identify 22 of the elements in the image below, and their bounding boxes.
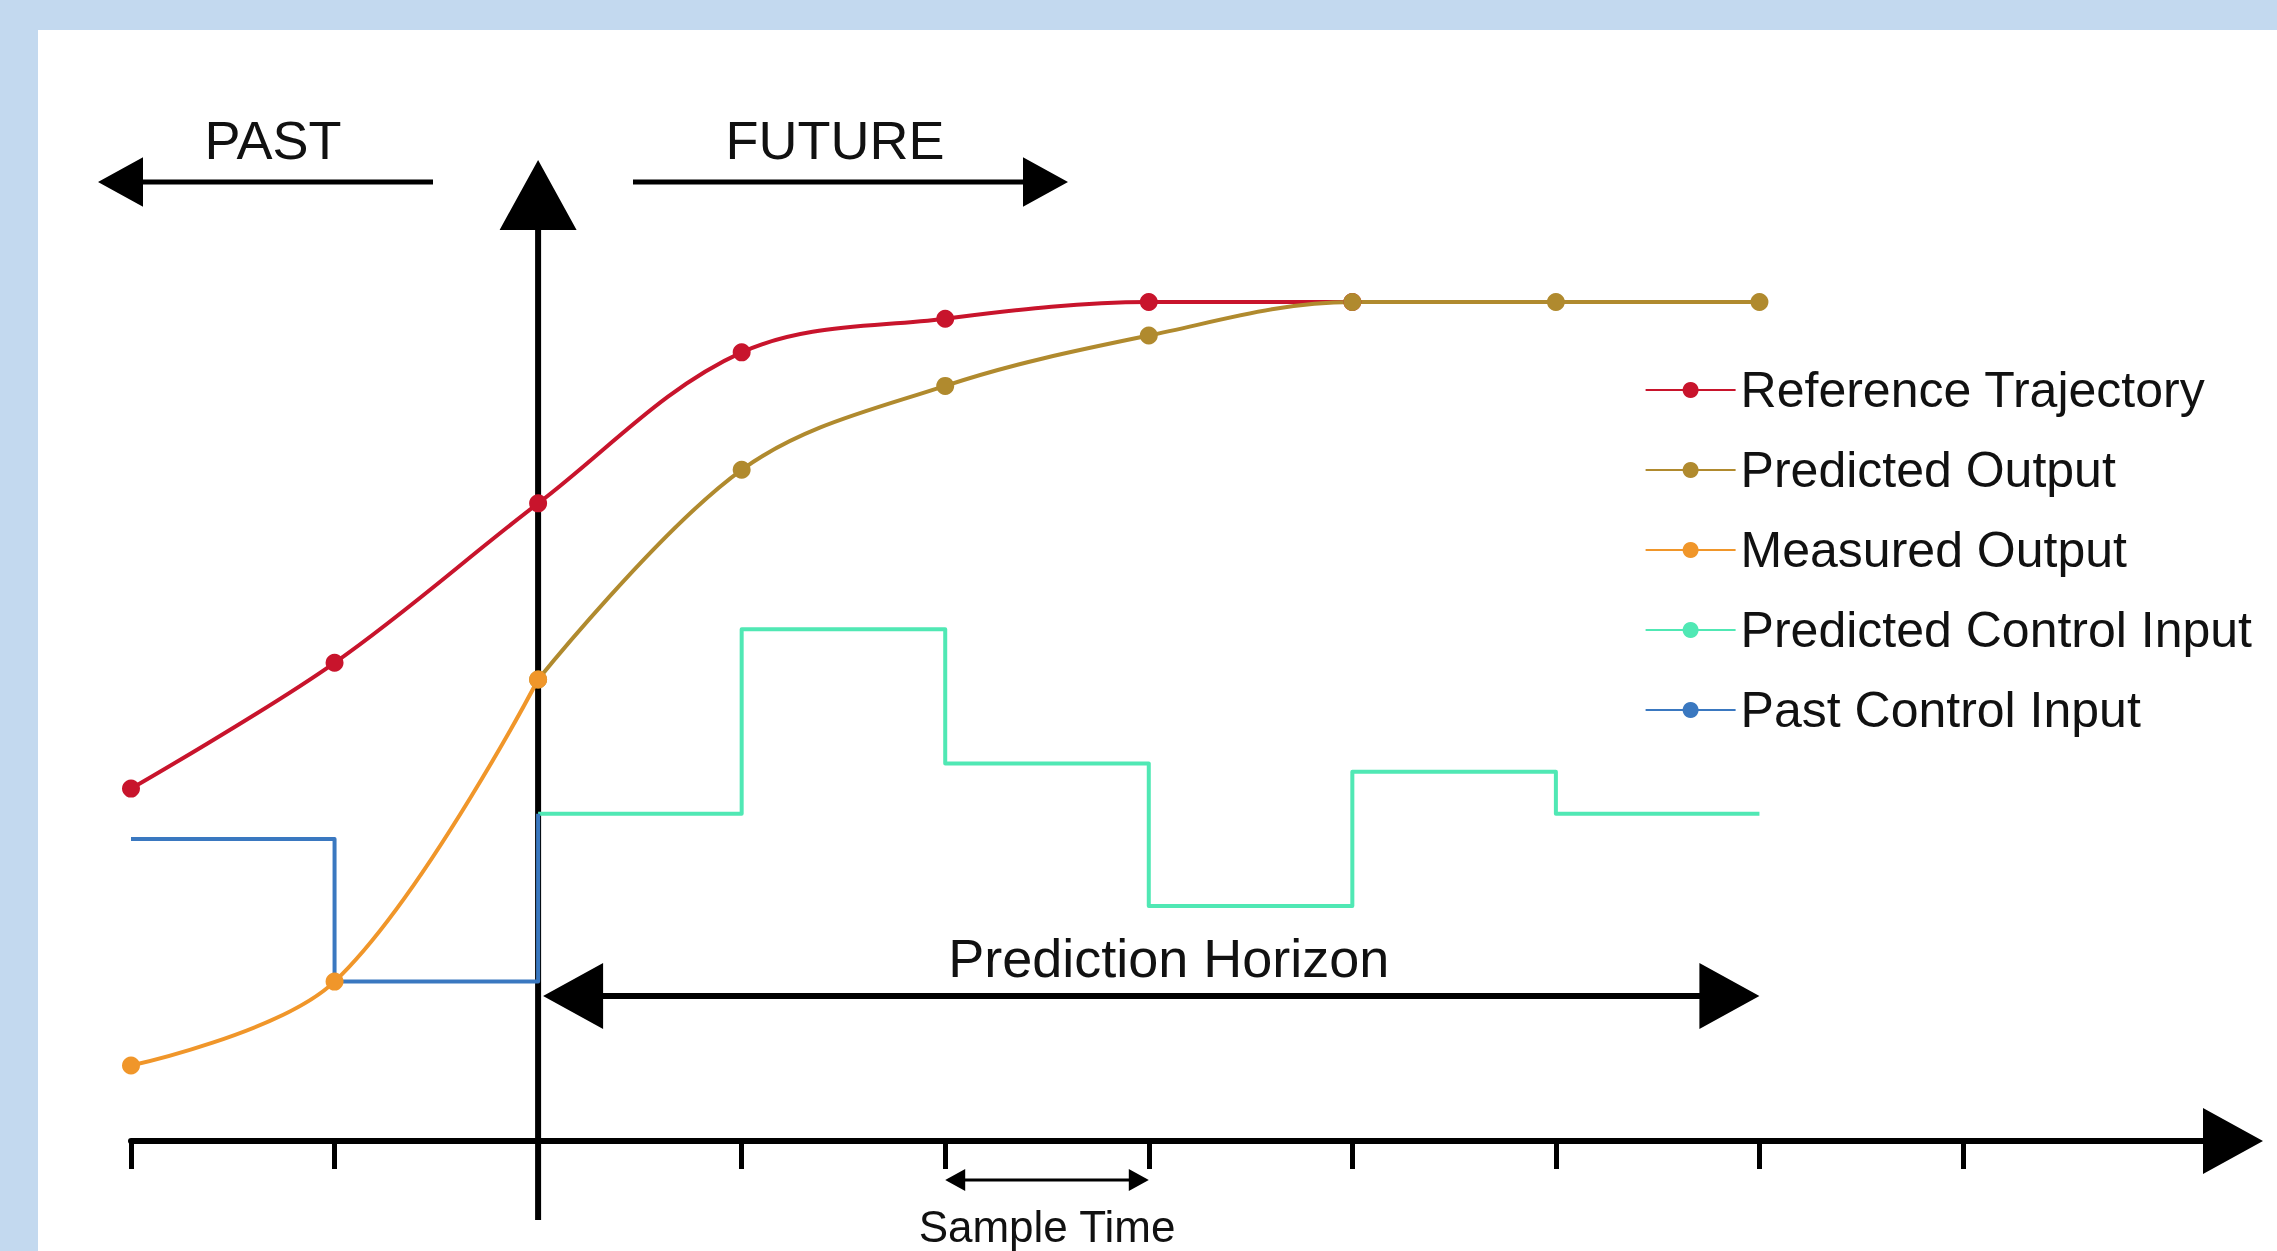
point — [936, 376, 955, 395]
point — [529, 494, 548, 513]
point — [732, 343, 751, 362]
text: FUTURE — [725, 110, 945, 170]
point — [1750, 293, 1769, 311]
point — [122, 779, 140, 798]
legend-label: Measured Output — [1740, 522, 2128, 578]
text: PAST — [204, 110, 342, 170]
point — [936, 309, 955, 328]
point — [1546, 293, 1565, 311]
legend-label: Predicted Output — [1740, 442, 2116, 498]
point — [122, 1056, 140, 1075]
legend-label: Predicted Control Input — [1740, 602, 2253, 658]
annotation: Prediction Horizon — [948, 928, 1390, 988]
point — [1139, 326, 1158, 345]
text: Sample Time — [918, 1201, 1176, 1251]
point — [325, 972, 344, 991]
point — [732, 460, 751, 479]
legend-label: Past Control Input — [1740, 682, 2141, 738]
point — [1139, 293, 1158, 311]
point — [325, 653, 344, 672]
legend-label: Reference Trajectory — [1740, 362, 2205, 418]
